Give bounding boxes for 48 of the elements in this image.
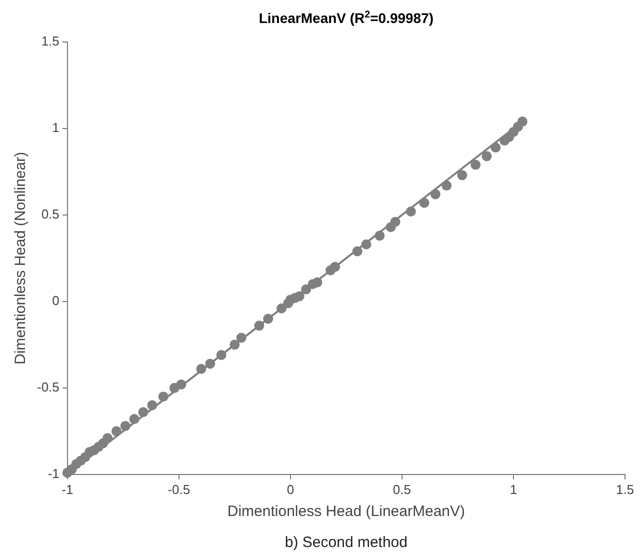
point [230, 340, 240, 350]
point [138, 407, 148, 418]
point [236, 332, 246, 343]
y-tick-label: 1 [52, 120, 60, 136]
x-tick-label: 0 [286, 482, 294, 497]
y-tick-label: 0 [52, 293, 60, 308]
point [111, 426, 122, 436]
point [216, 350, 226, 360]
point [196, 364, 206, 374]
x-axis-title: Dimentionless Head (LinearMeanV) [227, 503, 466, 520]
y-tick-label: 1.5 [41, 34, 60, 49]
point [254, 320, 264, 331]
point [312, 277, 322, 288]
point [419, 198, 430, 208]
y-tick-label: -0.5 [36, 380, 60, 394]
point [158, 392, 168, 402]
point [147, 400, 158, 410]
x-tick-label: -0.5 [168, 482, 190, 497]
point [120, 420, 130, 431]
point [294, 291, 304, 302]
point [517, 116, 528, 127]
x-tick-label: -1 [62, 482, 74, 497]
point [129, 414, 140, 424]
point [301, 284, 312, 294]
point [490, 142, 501, 153]
point [470, 160, 481, 170]
point [330, 262, 340, 272]
point [442, 180, 452, 191]
point [352, 246, 362, 256]
point [390, 216, 400, 227]
y-tick-label: 0.5 [41, 206, 60, 222]
point [263, 314, 274, 324]
point [276, 303, 287, 314]
x-tick-label: 1 [510, 482, 518, 497]
point [457, 170, 468, 180]
point [205, 358, 216, 369]
point [406, 206, 416, 216]
y-tick-label: -1 [48, 466, 60, 481]
point [374, 230, 385, 241]
point [430, 189, 440, 200]
point [176, 379, 186, 390]
point [361, 239, 372, 250]
point [482, 151, 492, 162]
text: b) Second method [284, 534, 408, 551]
y-axis-title: Dimentionless Head (Nonlinear) [12, 152, 30, 364]
x-tick-label: 0.5 [392, 482, 411, 497]
x-tick-label: 1.5 [616, 482, 634, 497]
point [102, 433, 113, 444]
